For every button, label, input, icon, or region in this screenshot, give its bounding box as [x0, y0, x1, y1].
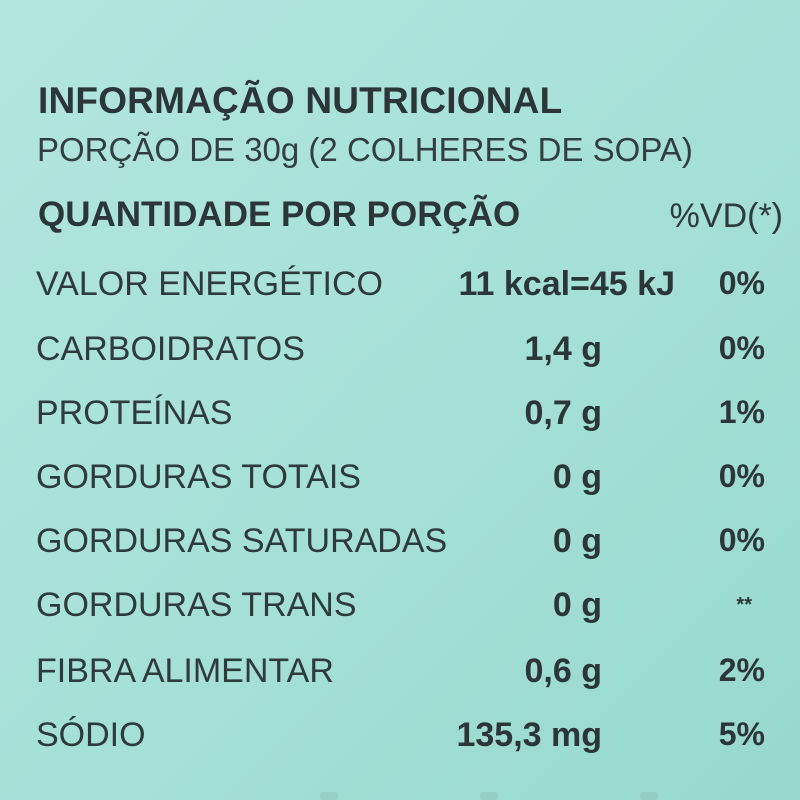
nutrient-daily-value: 2% — [718, 652, 765, 688]
nutrient-amount: 1,4 g — [524, 330, 602, 368]
nutrient-name: VALOR ENERGÉTICO — [36, 265, 383, 303]
nutrient-daily-value: 0% — [718, 522, 765, 558]
serving-size: PORÇÃO DE 30g (2 COLHERES DE SOPA) — [37, 131, 693, 168]
nutrient-amount: 0 g — [552, 522, 602, 560]
nutrient-amount: 0 g — [552, 586, 602, 624]
header-quantity: QUANTIDADE POR PORÇÃO — [38, 195, 521, 234]
nutrient-daily-value: 1% — [718, 394, 765, 430]
header-daily-value: %VD(*) — [669, 197, 783, 235]
nutrient-daily-value: 0% — [718, 458, 765, 494]
nutrient-name: FIBRA ALIMENTAR — [36, 652, 334, 690]
nutrient-amount: 135,3 mg — [456, 716, 602, 754]
nutrient-amount: 0 g — [552, 458, 602, 496]
nutrient-name: GORDURAS TOTAIS — [36, 458, 361, 496]
nutrient-name: SÓDIO — [36, 716, 146, 754]
nutrient-daily-value: 0% — [718, 265, 765, 301]
nutrient-name: CARBOIDRATOS — [36, 330, 305, 368]
nutrient-daily-value: 5% — [718, 716, 765, 752]
nutrient-amount: 0,7 g — [524, 394, 602, 432]
nutrient-daily-value: ** — [736, 594, 752, 616]
nutrient-daily-value: 0% — [718, 330, 765, 366]
nutrient-name: GORDURAS SATURADAS — [36, 522, 448, 560]
label-title: INFORMAÇÃO NUTRICIONAL — [38, 80, 563, 121]
nutrient-name: GORDURAS TRANS — [36, 586, 357, 624]
nutrient-amount: 0,6 g — [524, 652, 602, 690]
cut-off-text-fragments — [300, 790, 720, 800]
nutrient-amount: 11 kcal=45 kJ — [458, 265, 675, 303]
nutrient-name: PROTEÍNAS — [36, 394, 233, 432]
